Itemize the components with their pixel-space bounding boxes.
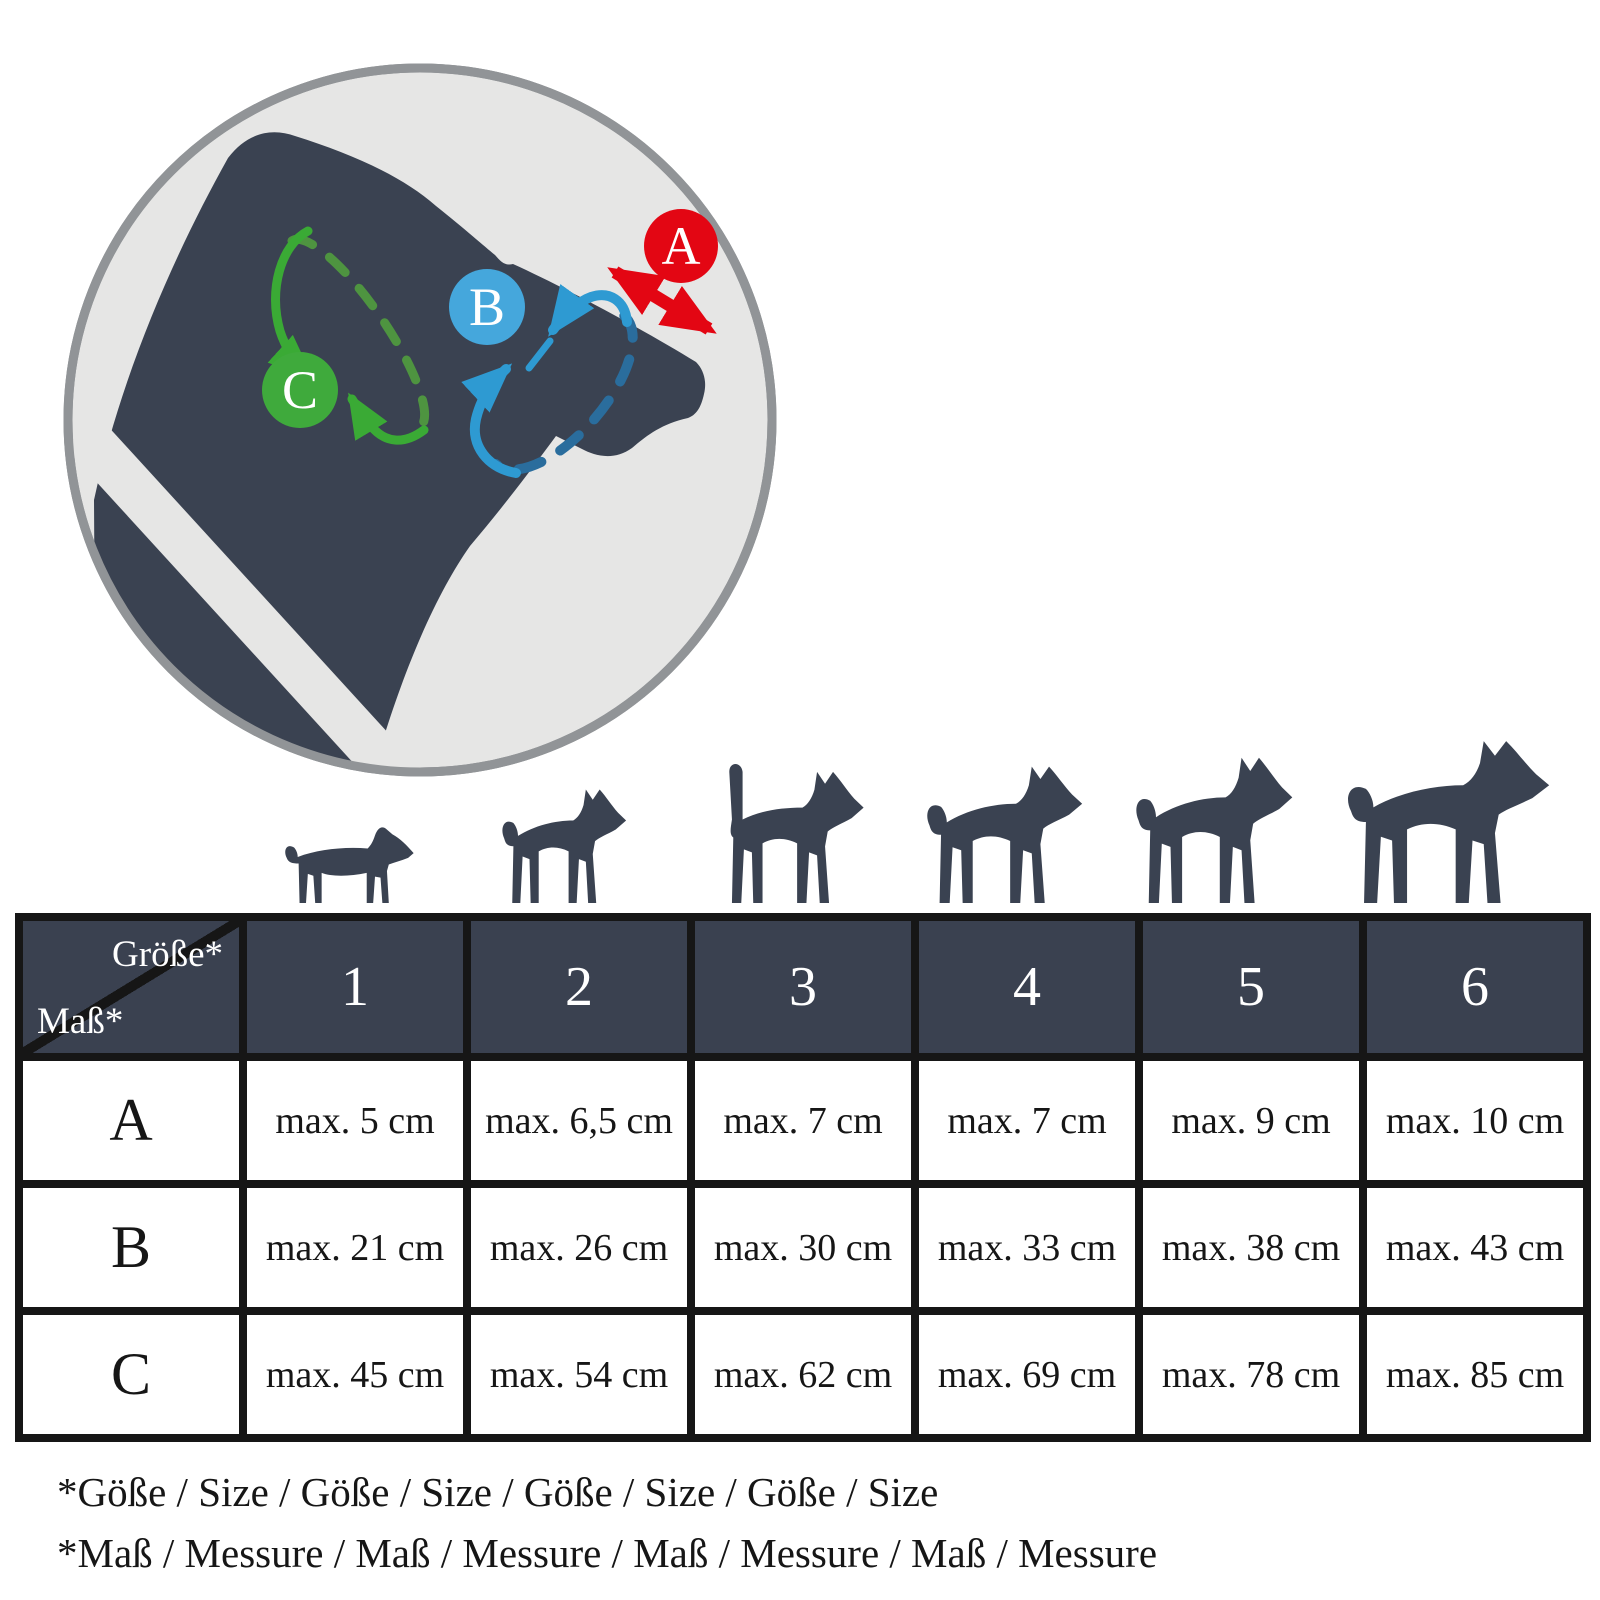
size-column-header-3: 3 bbox=[687, 913, 919, 1061]
size-column-header-6: 6 bbox=[1359, 913, 1591, 1061]
cell-b-5: max. 38 cm bbox=[1135, 1180, 1367, 1315]
cell-a-4: max. 7 cm bbox=[911, 1053, 1143, 1188]
marker-a-badge bbox=[644, 209, 718, 283]
dog-size-3-icon bbox=[729, 764, 864, 903]
cell-a-5: max. 9 cm bbox=[1135, 1053, 1367, 1188]
neck-ellipse-dashed bbox=[287, 234, 430, 432]
measure-row-label-c: C bbox=[15, 1307, 247, 1442]
measure-row-label-a: A bbox=[15, 1053, 247, 1188]
marker-c-label: C bbox=[282, 360, 318, 420]
cell-c-4: max. 69 cm bbox=[911, 1307, 1143, 1442]
neck-arc-arrow-up bbox=[347, 392, 429, 445]
dog-size-2-icon bbox=[502, 789, 627, 903]
muzzle-tick-mark bbox=[525, 337, 554, 372]
corner-size-label: Größe* bbox=[112, 934, 223, 975]
cell-b-6: max. 43 cm bbox=[1359, 1180, 1591, 1315]
cell-c-1: max. 45 cm bbox=[239, 1307, 471, 1442]
cell-a-2: max. 6,5 cm bbox=[463, 1053, 695, 1188]
marker-c-badge bbox=[262, 352, 338, 428]
dog-size-5-icon bbox=[1136, 757, 1293, 903]
cell-a-6: max. 10 cm bbox=[1359, 1053, 1591, 1188]
guide-circle-border bbox=[63, 63, 777, 777]
muzzle-length-arrow bbox=[607, 266, 717, 335]
dog-size-row bbox=[285, 741, 1550, 903]
measurement-diagram: C B A bbox=[63, 63, 1550, 903]
size-column-header-4: 4 bbox=[911, 913, 1143, 1061]
cell-c-5: max. 78 cm bbox=[1135, 1307, 1367, 1442]
cell-b-2: max. 26 cm bbox=[463, 1180, 695, 1315]
marker-b-label: B bbox=[469, 277, 505, 337]
cell-c-2: max. 54 cm bbox=[463, 1307, 695, 1442]
footnotes: *Göße / Size / Göße / Size / Göße / Size… bbox=[57, 1462, 1157, 1584]
table-header-row: Größe* Maß* 1 2 3 4 5 6 bbox=[15, 913, 1591, 1061]
collar-gap-band bbox=[72, 416, 449, 768]
dog-size-1-icon bbox=[285, 827, 414, 903]
dog-size-4-icon bbox=[927, 766, 1083, 903]
muzzle-arc-arrow-bottom bbox=[461, 363, 521, 478]
cell-b-3: max. 30 cm bbox=[687, 1180, 919, 1315]
muzzle-length-group: A bbox=[607, 209, 718, 335]
muzzle-measure-group: B bbox=[449, 269, 638, 478]
dog-size-6-icon bbox=[1348, 741, 1550, 903]
measure-row-label-b: B bbox=[15, 1180, 247, 1315]
cell-b-4: max. 33 cm bbox=[911, 1180, 1143, 1315]
table-row-c: C max. 45 cm max. 54 cm max. 62 cm max. … bbox=[15, 1307, 1591, 1442]
table-row-a: A max. 5 cm max. 6,5 cm max. 7 cm max. 7… bbox=[15, 1053, 1591, 1188]
table-row-b: B max. 21 cm max. 26 cm max. 30 cm max. … bbox=[15, 1180, 1591, 1315]
footnote-measure: *Maß / Messure / Maß / Messure / Maß / M… bbox=[57, 1530, 1158, 1576]
size-column-header-2: 2 bbox=[463, 913, 695, 1061]
size-table: Größe* Maß* 1 2 3 4 5 6 A max. 5 cm max.… bbox=[15, 913, 1591, 1442]
size-column-header-5: 5 bbox=[1135, 913, 1367, 1061]
marker-b-badge bbox=[449, 269, 525, 345]
size-column-header-1: 1 bbox=[239, 913, 471, 1061]
cell-b-1: max. 21 cm bbox=[239, 1180, 471, 1315]
marker-a-label: A bbox=[662, 216, 701, 276]
table-corner-cell: Größe* Maß* bbox=[15, 913, 247, 1061]
corner-measure-label: Maß* bbox=[37, 1001, 124, 1042]
footnote-size: *Göße / Size / Göße / Size / Göße / Size… bbox=[57, 1469, 939, 1515]
cell-c-3: max. 62 cm bbox=[687, 1307, 919, 1442]
cell-a-1: max. 5 cm bbox=[239, 1053, 471, 1188]
cell-a-3: max. 7 cm bbox=[687, 1053, 919, 1188]
neck-measure-group: C bbox=[262, 226, 430, 445]
cell-c-6: max. 85 cm bbox=[1359, 1307, 1591, 1442]
